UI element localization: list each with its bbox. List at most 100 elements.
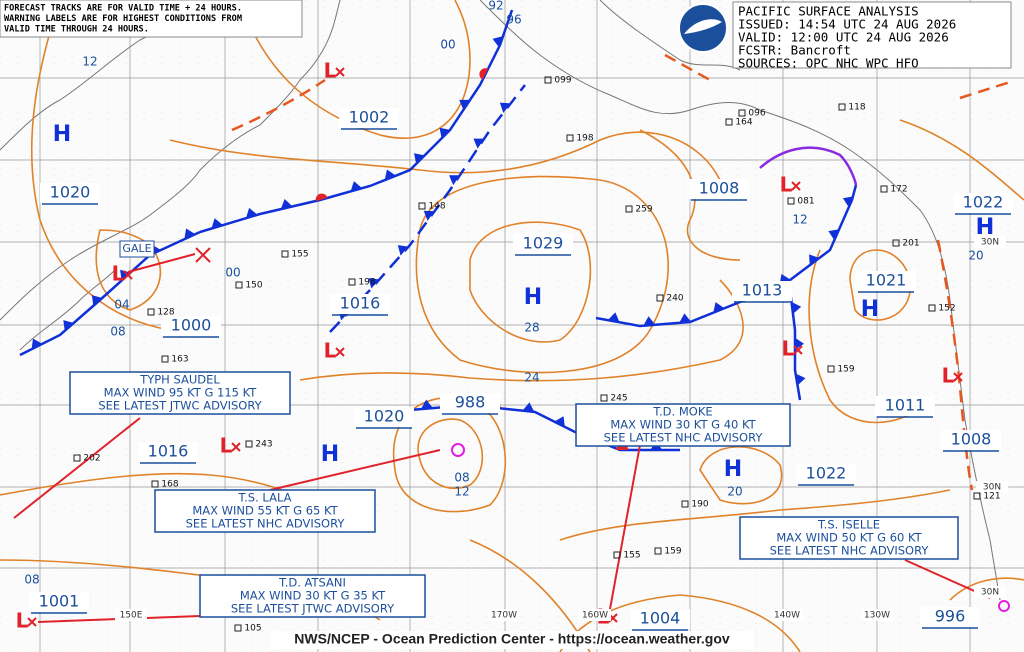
station-pressure: 155 <box>291 250 308 260</box>
grid-label-box <box>488 609 520 621</box>
advisory-line: SEE LATEST NHC ADVISORY <box>770 544 930 558</box>
pressure-box <box>953 193 1013 213</box>
isobar-label: 08 <box>454 471 469 485</box>
pressure-label: 988 <box>455 393 486 412</box>
cold-front-pip <box>499 102 511 113</box>
high-center: H <box>321 442 339 467</box>
isobar <box>239 0 471 139</box>
station-marker <box>235 281 243 289</box>
station-pressure: 159 <box>664 547 681 557</box>
isobar <box>417 418 484 489</box>
isobar <box>639 129 741 261</box>
isobar-label: 92 <box>488 0 503 13</box>
pressure-label: 1004 <box>640 609 681 628</box>
isobar <box>949 577 1024 601</box>
pressure-label: 1013 <box>742 281 783 300</box>
station-pressure: 152 <box>938 304 955 314</box>
pressure-box <box>920 607 980 627</box>
low-center: L <box>324 339 337 363</box>
isobar <box>415 175 669 374</box>
grid-label-box <box>861 609 893 621</box>
high-center: H <box>53 122 71 147</box>
station-pressure: 155 <box>623 551 640 561</box>
isobar <box>469 221 592 343</box>
occluded-front <box>759 146 858 186</box>
advisory-box <box>199 574 426 618</box>
isobar <box>699 446 783 505</box>
low-center: L <box>782 337 795 361</box>
station-marker <box>151 480 159 488</box>
warm-front-pip <box>479 68 489 80</box>
station-pressure: 159 <box>837 365 854 375</box>
pressure-label: 1022 <box>963 193 1004 212</box>
station-marker <box>738 109 746 117</box>
isobar-label: 00 <box>440 38 455 52</box>
grid-label-box <box>771 609 803 621</box>
station-marker <box>566 134 574 142</box>
low-cross <box>123 270 133 280</box>
isobar-label: 12 <box>454 485 469 499</box>
low-cross <box>793 345 803 355</box>
grid-label: 30N <box>983 483 1001 493</box>
pressure-box <box>689 179 749 199</box>
station-marker <box>838 103 846 111</box>
cold-front-pip <box>791 301 802 314</box>
pressure-label: 1011 <box>885 396 926 415</box>
station-pressure: 081 <box>797 197 814 207</box>
cold-front-pip <box>420 399 433 410</box>
station-marker <box>654 547 662 555</box>
station-marker <box>73 454 81 462</box>
cold-front-pip <box>679 313 692 323</box>
trough <box>959 80 1011 100</box>
isobar <box>899 119 1024 201</box>
cyclone-symbol <box>451 443 465 457</box>
station-marker <box>147 308 155 316</box>
warm-front-pip <box>315 193 328 202</box>
low-center: L <box>780 173 793 197</box>
station-pressure: 150 <box>245 281 262 291</box>
station-marker <box>928 304 936 312</box>
station-pressure: 105 <box>244 624 261 634</box>
low-center: L <box>112 262 125 286</box>
noaa-logo <box>678 3 728 53</box>
cold-front-pip <box>439 127 451 139</box>
pressure-label: 1020 <box>364 407 405 426</box>
cold-front-pip <box>31 338 43 350</box>
pressure-box <box>732 281 792 301</box>
station-pressure: 148 <box>428 202 445 212</box>
advisory-line: T.D. MOKE <box>652 405 712 419</box>
pressure-label: 1000 <box>171 316 212 335</box>
track <box>269 449 441 491</box>
isobar-label: 00 <box>225 266 240 280</box>
advisory-line: SEE LATEST NHC ADVISORY <box>186 517 346 531</box>
advisory-box <box>154 489 376 533</box>
notice-line: WARNING LABELS ARE FOR HIGHEST CONDITION… <box>4 14 242 24</box>
station-marker <box>787 197 795 205</box>
advisory-line: T.S. ISELLE <box>817 518 880 532</box>
isobar-label: 08 <box>24 573 39 587</box>
pressure-label: 1016 <box>340 294 381 313</box>
cold-front-pip <box>120 269 131 281</box>
station-pressure: 201 <box>902 239 919 249</box>
low-cross <box>953 372 963 382</box>
station-marker <box>725 118 733 126</box>
cold-front-pip <box>245 207 258 219</box>
pressure-label: 1016 <box>148 442 189 461</box>
station-pressure: 163 <box>171 355 188 365</box>
cold-front-pip <box>368 278 380 289</box>
isobar-label: 12 <box>82 55 97 69</box>
coast-alaska-inner <box>599 0 741 71</box>
track <box>127 253 196 273</box>
cold-front-pip <box>211 218 223 229</box>
pressure-box <box>875 396 935 416</box>
advisory-line: MAX WIND 55 KT G 65 KT <box>192 504 338 518</box>
pressure-box <box>330 294 390 314</box>
trough <box>936 239 974 491</box>
high-center: H <box>976 215 994 240</box>
pressure-label: 996 <box>935 607 966 626</box>
station-marker <box>613 551 621 559</box>
cold-front-pip <box>554 416 565 427</box>
info-line: VALID: 12:00 UTC 24 AUG 2026 <box>738 30 949 45</box>
station-pressure: 164 <box>735 118 752 128</box>
